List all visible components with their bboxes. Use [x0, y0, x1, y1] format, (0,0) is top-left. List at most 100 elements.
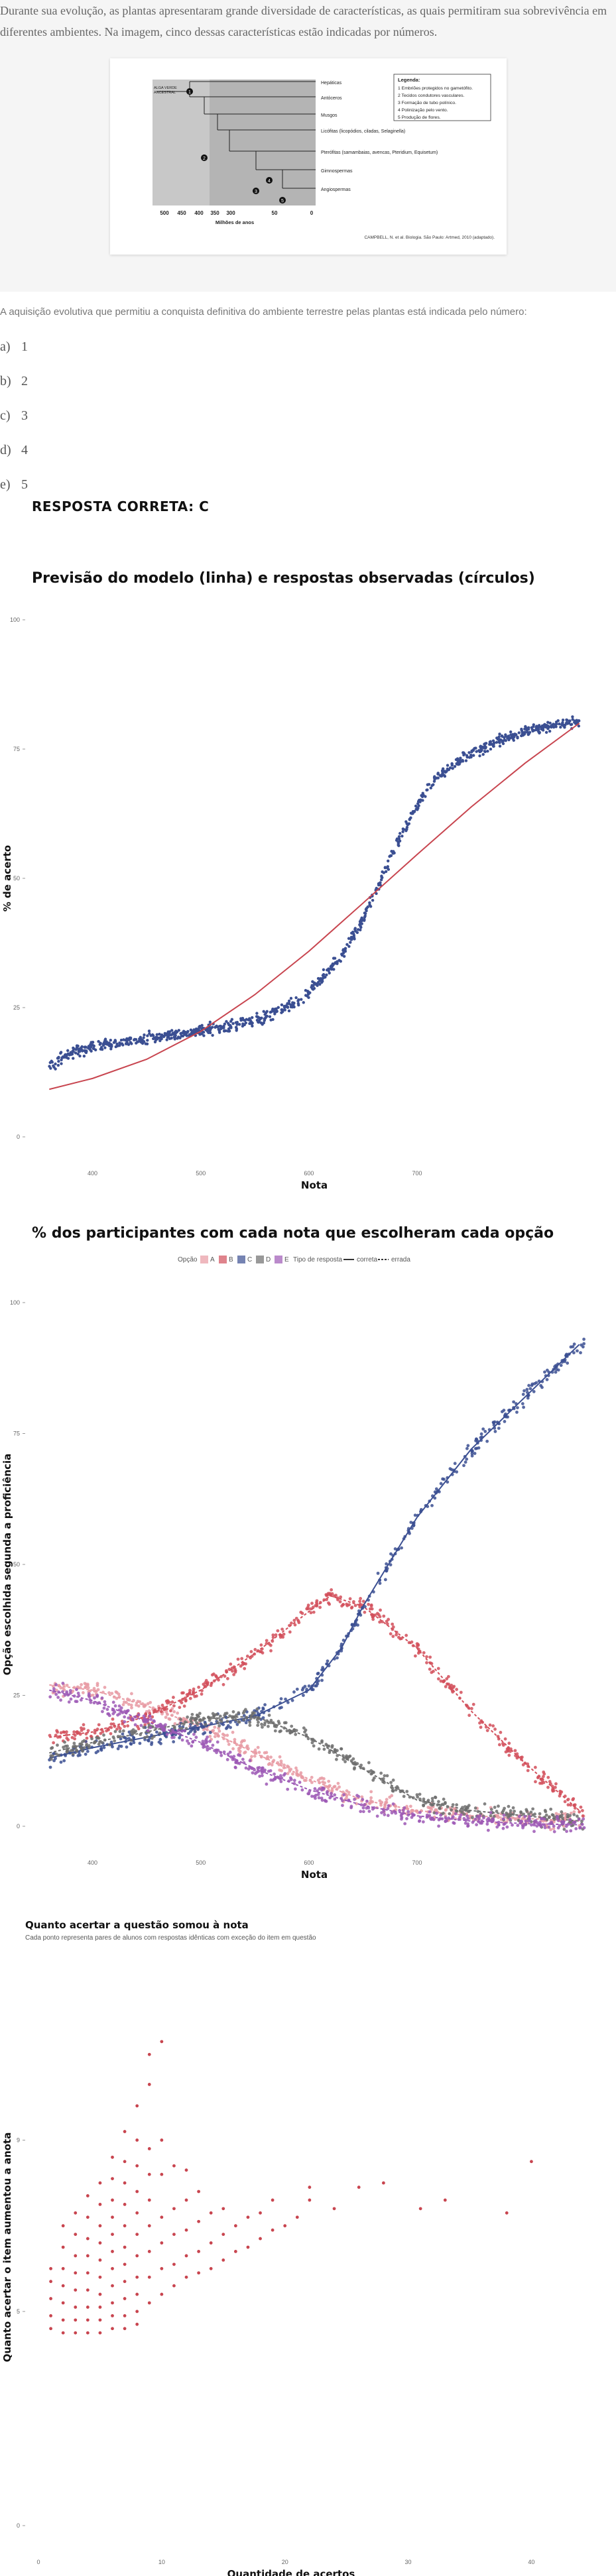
series-point [69, 1749, 73, 1753]
observed-point [107, 1041, 111, 1045]
series-point [196, 1722, 200, 1726]
series-point [187, 1692, 190, 1696]
series-point [63, 1740, 66, 1744]
observed-point [280, 1003, 284, 1007]
series-point [130, 1692, 133, 1696]
series-point [286, 1764, 289, 1768]
series-point [82, 1746, 86, 1750]
series-point [248, 1720, 252, 1724]
series-point [138, 1700, 142, 1704]
series-point [279, 1697, 283, 1701]
series-point [361, 1810, 365, 1814]
observed-point [503, 736, 506, 739]
series-point [111, 1700, 115, 1704]
legend-item: 2 Tecidos condutores vasculares. [398, 93, 464, 98]
time-tick: 300 [226, 210, 235, 216]
series-point [538, 1820, 542, 1824]
series-point [249, 1766, 253, 1770]
legend-series-name: C [247, 1256, 252, 1263]
option-e[interactable]: e) 5 [0, 477, 28, 493]
series-point [465, 1446, 469, 1450]
series-point [217, 1724, 221, 1727]
series-point [453, 1462, 457, 1466]
series-point [290, 1698, 294, 1702]
option-d[interactable]: d) 4 [0, 443, 28, 458]
option-text: 4 [21, 443, 28, 457]
series-point [237, 1749, 241, 1753]
option-a[interactable]: a) 1 [0, 339, 28, 355]
observed-point [139, 1040, 143, 1044]
observed-point [347, 937, 351, 940]
series-point [50, 1746, 54, 1749]
series-point [89, 1700, 93, 1704]
gain-point [443, 2198, 447, 2202]
observed-point [168, 1037, 172, 1041]
series-point [532, 1389, 536, 1393]
group-label: Licófitas (licopódios, ciladas, Selagine… [321, 129, 405, 134]
series-point [547, 1826, 551, 1829]
series-point [475, 1446, 479, 1450]
series-point [261, 1774, 264, 1777]
series-point [316, 1671, 320, 1675]
gain-point [123, 2181, 127, 2185]
series-point [202, 1732, 205, 1735]
series-point [284, 1697, 287, 1701]
series-point [413, 1513, 417, 1517]
observed-point [542, 723, 546, 727]
y-tick-label: 75 [13, 1431, 20, 1437]
observed-point [475, 750, 478, 753]
series-point [244, 1766, 248, 1770]
observed-point [292, 1005, 296, 1009]
observed-point [556, 719, 560, 723]
series-point [549, 1807, 553, 1811]
series-point [237, 1720, 241, 1724]
observed-point [142, 1036, 145, 1039]
observed-point [238, 1023, 241, 1026]
series-point [572, 1810, 576, 1814]
series-point [395, 1633, 399, 1637]
series-point [225, 1758, 229, 1761]
option-c[interactable]: c) 3 [0, 408, 28, 424]
series-point [389, 1781, 393, 1785]
series-point [521, 1826, 524, 1830]
series-point [126, 1724, 130, 1727]
x-axis-title: Nota [301, 1179, 328, 1190]
series-point [133, 1723, 137, 1727]
series-point [221, 1732, 225, 1736]
series-point [143, 1723, 147, 1727]
series-point [211, 1743, 215, 1747]
observed-point [100, 1047, 104, 1051]
series-point [430, 1799, 434, 1803]
legend-series-name: B [229, 1256, 233, 1263]
series-point [428, 1667, 432, 1671]
series-point [389, 1632, 393, 1636]
series-point [387, 1617, 391, 1621]
series-point [394, 1788, 398, 1792]
series-point [379, 1771, 383, 1775]
series-line [49, 1344, 580, 1759]
series-point [528, 1387, 532, 1391]
option-b[interactable]: b) 2 [0, 374, 28, 389]
observed-point [286, 1002, 289, 1006]
series-point [178, 1736, 181, 1739]
series-point [572, 1342, 576, 1346]
series-point [568, 1818, 572, 1822]
gain-point [259, 2211, 262, 2215]
series-point [302, 1779, 306, 1783]
observed-point [495, 740, 499, 744]
series-point [188, 1688, 192, 1692]
series-point [417, 1820, 421, 1823]
observed-point [501, 739, 504, 742]
series-point [549, 1828, 552, 1832]
series-point [516, 1824, 520, 1828]
series-point [430, 1803, 434, 1807]
series-point [572, 1351, 576, 1355]
series-point [100, 1696, 104, 1700]
series-point [149, 1718, 153, 1722]
series-point [391, 1635, 395, 1638]
series-point [143, 1735, 147, 1739]
series-point [188, 1696, 192, 1700]
series-point [336, 1781, 340, 1785]
series-point [125, 1745, 129, 1749]
series-point [118, 1712, 121, 1716]
